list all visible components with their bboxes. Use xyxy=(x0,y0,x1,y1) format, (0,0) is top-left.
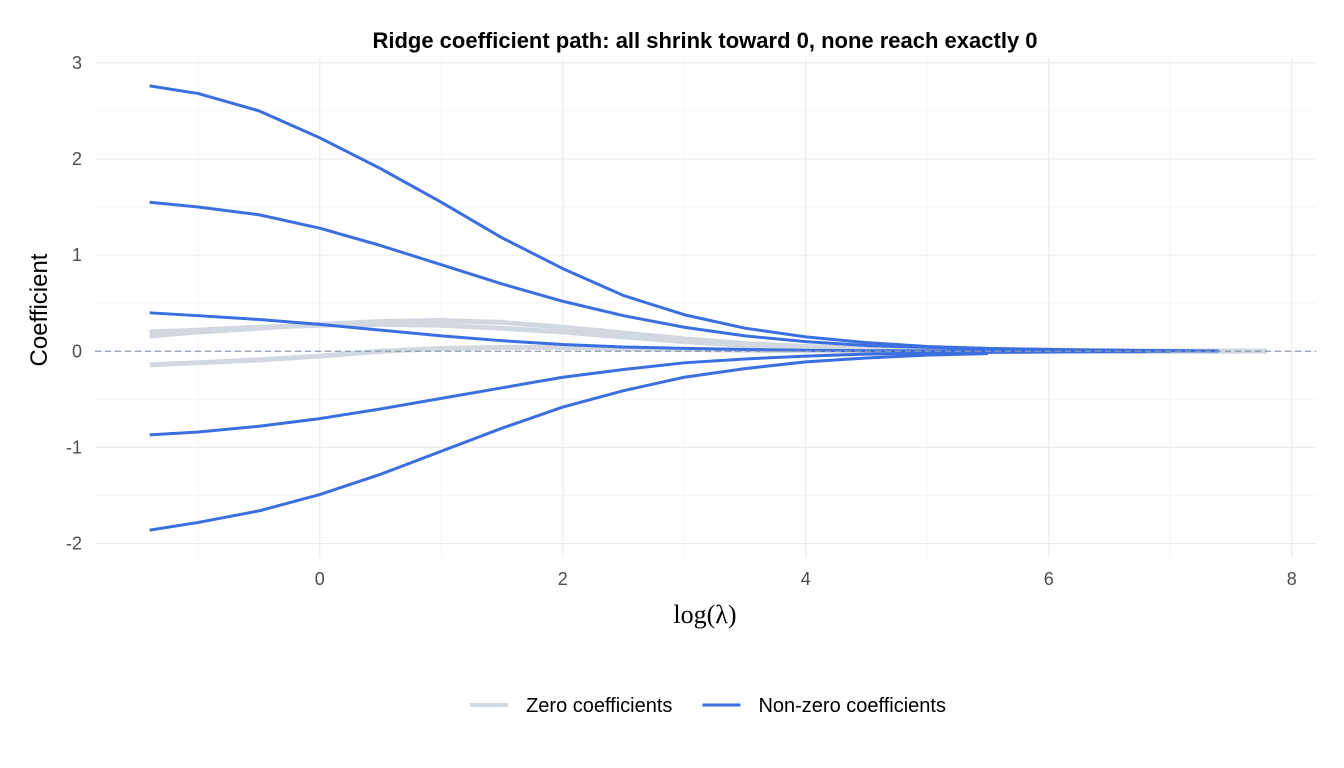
legend-label-1: Zero coefficients xyxy=(526,695,672,717)
x-tick-label: 6 xyxy=(1044,569,1054,589)
x-tick-label: 4 xyxy=(801,569,811,589)
x-tick-label: 2 xyxy=(558,569,568,589)
nonzero-coefficient-line-7 xyxy=(149,350,1146,437)
y-tick-label: 2 xyxy=(72,149,82,169)
y-tick-label: -2 xyxy=(66,534,82,554)
x-tick-label: 8 xyxy=(1287,569,1297,589)
nonzero-coefficient-line-8 xyxy=(149,352,989,532)
y-tick-label: 3 xyxy=(72,53,82,73)
y-tick-label: 1 xyxy=(72,245,82,265)
legend: Zero coefficients Non-zero coefficients xyxy=(470,695,946,717)
y-tick-label: 0 xyxy=(72,341,82,361)
legend-label-2: Non-zero coefficients xyxy=(758,695,946,717)
chart-title: Ridge coefficient path: all shrink towar… xyxy=(372,28,1037,53)
x-axis-ticks: 0 2 4 6 8 xyxy=(315,569,1297,589)
x-axis-title: log(λ) xyxy=(673,600,736,629)
y-axis-ticks: -2 -1 0 1 2 3 xyxy=(66,53,82,554)
x-tick-label: 0 xyxy=(315,569,325,589)
y-axis-title: Coefficient xyxy=(26,253,53,366)
y-tick-label: -1 xyxy=(66,437,82,457)
